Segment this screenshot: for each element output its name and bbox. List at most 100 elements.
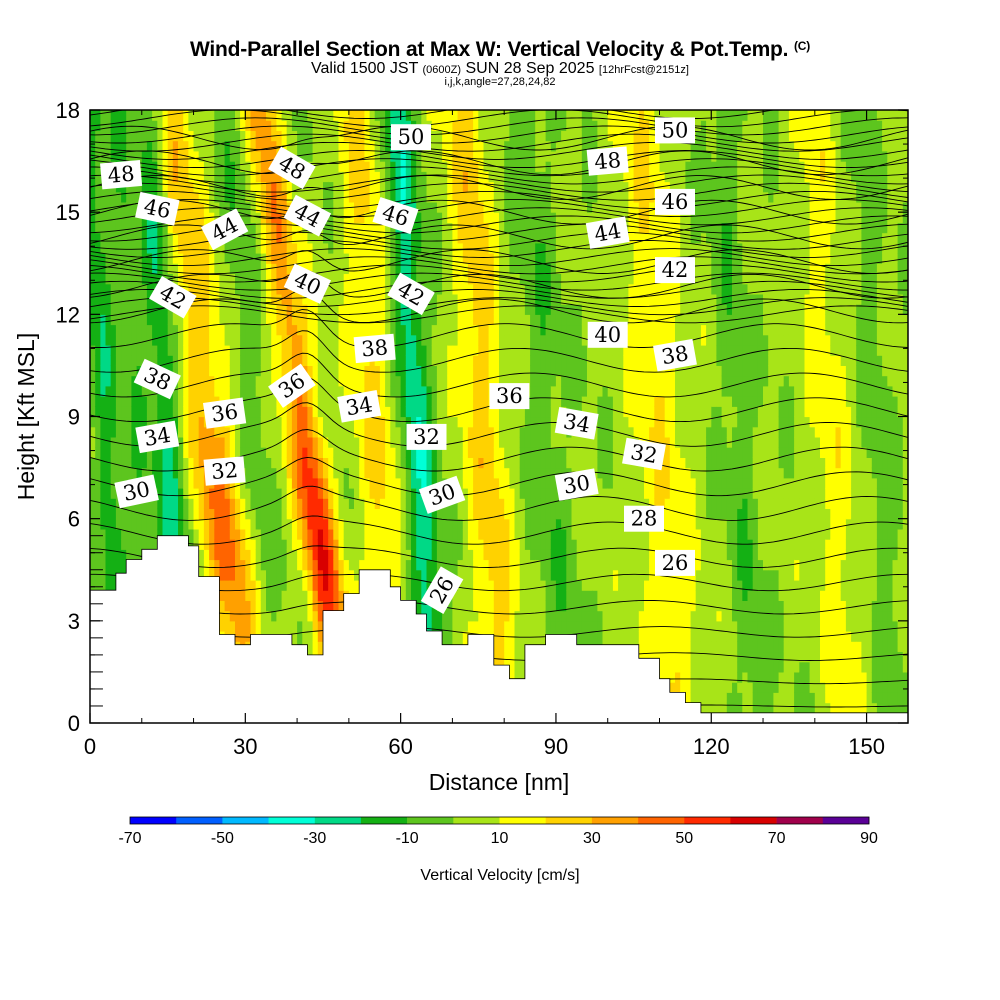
w-cell (250, 539, 257, 550)
w-cell (483, 406, 490, 418)
w-cell (95, 508, 101, 520)
w-cell (281, 355, 288, 366)
w-cell (338, 528, 345, 540)
w-cell (416, 191, 422, 203)
w-cell (405, 488, 412, 499)
w-cell (343, 345, 350, 356)
w-cell (100, 539, 107, 550)
w-cell (100, 304, 107, 315)
w-cell (276, 201, 283, 213)
w-cell (100, 201, 107, 213)
w-cell (385, 140, 391, 152)
w-cell (105, 467, 112, 479)
w-cell (162, 161, 169, 172)
w-cell (338, 365, 345, 377)
w-cell (509, 620, 516, 632)
w-cell (203, 171, 210, 183)
w-cell (255, 171, 262, 183)
w-cell (385, 273, 391, 285)
w-cell (214, 324, 221, 336)
w-cell (478, 365, 485, 377)
w-cell (302, 467, 309, 479)
w-cell (193, 273, 200, 285)
w-cell (478, 345, 485, 356)
w-cell (467, 549, 474, 561)
w-cell (385, 396, 391, 407)
w-cell (488, 130, 495, 142)
w-cell (188, 232, 195, 244)
w-cell (110, 345, 117, 356)
w-cell (291, 631, 298, 642)
w-cell (260, 518, 267, 530)
w-cell (115, 518, 122, 530)
w-cell (462, 426, 469, 438)
w-cell (178, 375, 184, 387)
w-cell (452, 293, 459, 305)
w-cell (240, 580, 246, 591)
w-cell (457, 631, 464, 642)
w-cell (219, 242, 226, 254)
w-cell (442, 130, 448, 142)
w-cell (338, 600, 345, 612)
w-cell (100, 150, 107, 162)
w-cell (364, 242, 371, 254)
w-cell (110, 498, 117, 509)
w-cell (214, 385, 221, 397)
w-cell (395, 580, 402, 591)
w-cell (286, 590, 293, 601)
w-cell (266, 610, 272, 622)
w-cell (167, 518, 174, 530)
w-cell (473, 355, 479, 366)
w-cell (473, 253, 479, 264)
w-cell (447, 631, 453, 642)
w-cell (255, 140, 262, 152)
w-cell (266, 559, 272, 571)
w-cell (411, 150, 417, 162)
w-cell (354, 293, 360, 305)
w-cell (405, 385, 412, 397)
w-cell (493, 488, 500, 499)
w-cell (385, 426, 391, 438)
w-cell (245, 528, 252, 540)
w-cell (348, 110, 355, 121)
w-cell (348, 263, 355, 274)
w-cell (405, 569, 412, 581)
w-cell (354, 528, 360, 540)
w-cell (95, 498, 101, 509)
w-cell (266, 334, 272, 346)
w-cell (478, 110, 485, 121)
w-cell (178, 334, 184, 346)
w-cell (395, 365, 402, 377)
w-cell (499, 447, 505, 458)
w-cell (162, 140, 169, 152)
w-cell (312, 498, 319, 509)
w-cell (307, 334, 314, 346)
w-cell (178, 253, 184, 264)
w-cell (209, 498, 215, 509)
w-cell (354, 447, 360, 458)
w-cell (100, 283, 107, 295)
w-cell (178, 528, 184, 540)
w-cell (328, 406, 334, 418)
w-cell (157, 334, 164, 346)
w-cell (198, 528, 205, 540)
w-cell (224, 253, 231, 264)
w-cell (297, 436, 303, 448)
w-cell (172, 518, 179, 530)
w-cell (276, 447, 283, 458)
w-cell (307, 436, 314, 448)
w-cell (126, 549, 132, 561)
w-cell (328, 263, 334, 274)
w-cell (100, 293, 107, 305)
w-cell (302, 518, 309, 530)
w-cell (183, 518, 189, 530)
w-cell (141, 467, 148, 479)
w-cell (483, 355, 490, 366)
w-cell (229, 334, 236, 346)
w-cell (188, 263, 195, 274)
w-cell (183, 467, 189, 479)
w-cell (183, 263, 189, 274)
w-cell (374, 273, 381, 285)
w-cell (333, 549, 340, 561)
w-cell (255, 539, 262, 550)
